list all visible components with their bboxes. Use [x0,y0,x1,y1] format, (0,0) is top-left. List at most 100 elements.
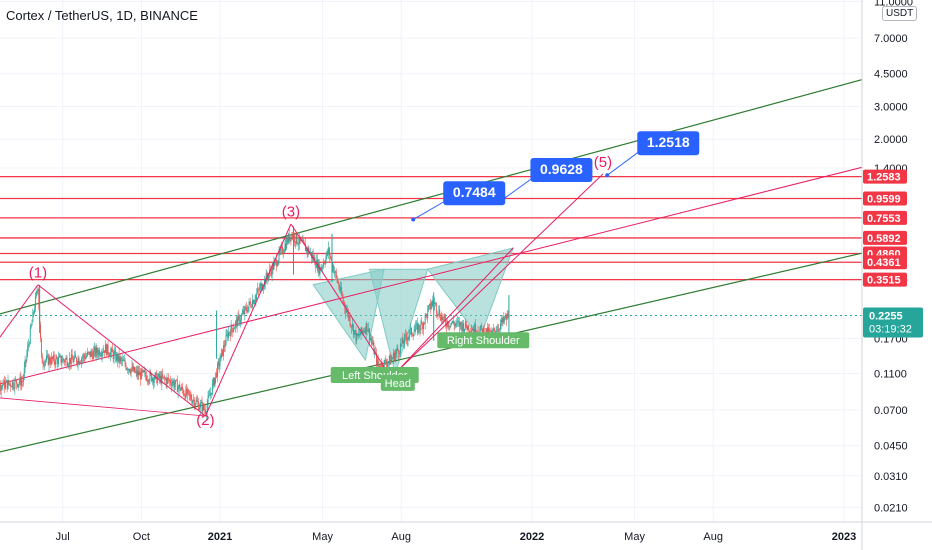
candle-body [55,357,57,365]
candle-body [486,328,488,335]
grid-lines [0,0,862,522]
candle-body [447,321,449,327]
candle-body [460,322,462,325]
right-shoulder-label: Right Shoulder [447,335,520,347]
wave-segment [390,173,604,378]
candle-body [329,255,331,258]
candle-body [445,318,447,325]
candle-body [455,323,457,325]
candle-body [390,359,392,365]
candle-body [450,323,452,327]
candle-body [8,380,10,384]
candle-body [166,377,168,385]
candle-body [441,315,443,320]
candle-body [50,362,52,364]
candle-body [502,316,504,323]
candle-body [157,377,159,384]
candle-body [22,381,24,383]
candle-body [181,386,183,390]
candle-body [81,358,83,363]
candle-body [298,243,300,245]
candle-body [443,315,445,318]
candle-body [1,385,3,387]
candle-body [421,322,423,324]
y-tick-label: 0.0450 [874,441,908,453]
candle-body [252,300,253,308]
candle-body [11,381,13,388]
candle-body [152,378,153,382]
candle-body [103,350,105,353]
candle-body [315,265,317,268]
candle-body [473,329,475,333]
candle-body [276,264,278,267]
head-label: Head [385,378,411,390]
candle-body [352,324,354,335]
candle-body [210,392,212,396]
candle-body [304,242,306,244]
candle-body [52,356,53,360]
candle-body [105,344,107,355]
candle-body [281,246,283,249]
candle-body [123,359,124,361]
candle-body [409,330,411,336]
x-tick-label: 2022 [520,531,544,543]
candle-body [202,404,204,412]
candle-body [423,322,424,330]
candle-body [126,368,128,370]
candle-body [411,327,412,335]
candle-body [261,283,263,291]
candle-body [258,288,259,290]
candle-body [303,240,305,243]
candle-body [249,301,251,304]
candle-body [334,272,336,274]
candle-body [22,376,24,382]
candle-body [302,240,304,242]
candle-body [482,327,484,335]
candle-body [329,247,330,256]
candle-body [16,379,18,384]
candle-body [376,352,377,365]
candle-body [185,388,187,399]
candle-body [417,324,419,333]
candle-body [153,379,155,384]
candle-body [38,289,40,307]
candle-body [359,334,361,336]
candle-body [432,300,434,302]
candle-body [229,332,230,334]
candle-body [184,394,186,399]
candle-body [9,383,11,385]
candle-body [387,361,389,364]
level-value: 0.5892 [867,233,901,245]
candle-body [40,324,41,339]
currency-badge[interactable]: USDT [882,6,918,21]
candle-body [113,352,115,359]
candle-body [170,383,172,386]
candle-body [83,354,85,357]
candle-body [56,357,58,359]
candle-body [172,381,174,384]
candle-body [429,303,431,310]
candle-body [464,321,466,329]
candle-body [287,238,289,243]
candle-body [227,333,229,338]
candle-body [482,328,483,335]
candle-body [402,338,404,344]
candle-body [73,358,75,363]
wave-label-1: (1) [29,265,47,282]
candle-body [158,373,159,378]
candle-body [117,353,119,362]
candle-body [451,323,453,324]
candle-body [47,355,49,365]
candle-body [366,323,368,331]
callout-pointer [412,198,449,220]
x-tick-label: 2021 [208,531,232,543]
candle-body [235,319,237,322]
candle-body [169,380,171,381]
candle-body [321,267,323,270]
candle-body [130,369,132,374]
candle-body [68,364,70,366]
candle-body [217,361,219,364]
candle-body [71,354,73,360]
candle-body [133,366,135,371]
